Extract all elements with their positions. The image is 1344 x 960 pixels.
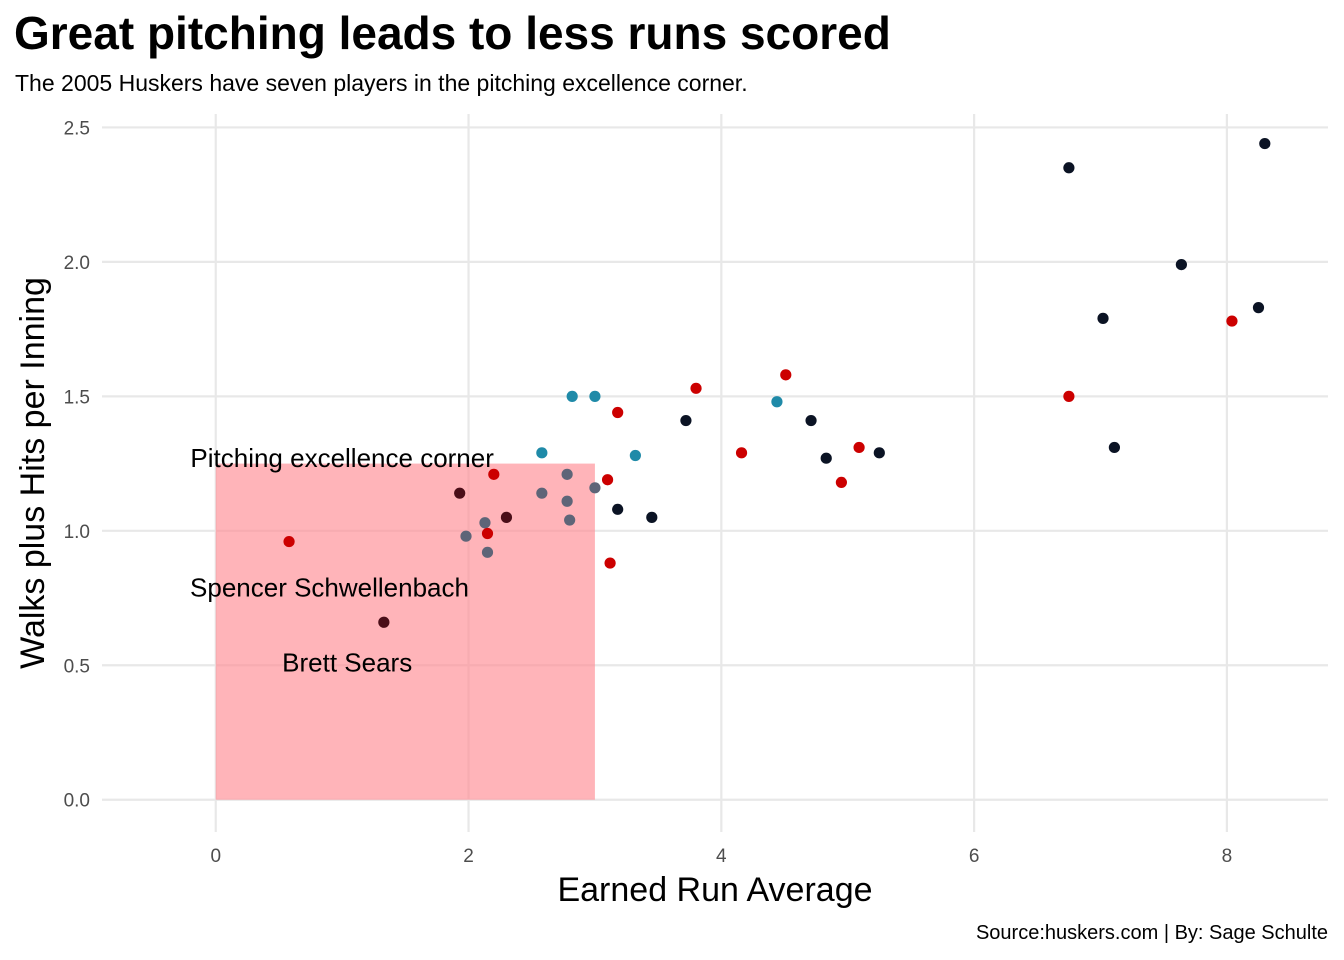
- y-tick-label: 2.0: [64, 253, 90, 274]
- data-point: [601, 474, 614, 486]
- data-point: [835, 476, 847, 489]
- data-point: [629, 449, 641, 462]
- data-point: [780, 369, 792, 381]
- chart-title: Great pitching leads to less runs scored: [14, 7, 891, 59]
- data-point: [536, 487, 548, 499]
- chart-subtitle: The 2005 Huskers have seven players in t…: [15, 70, 748, 96]
- data-point: [873, 447, 885, 459]
- data-point: [536, 447, 548, 459]
- data-point: [735, 447, 748, 459]
- data-point: [1226, 315, 1238, 327]
- y-tick-label: 1.5: [64, 387, 90, 408]
- data-point: [1063, 162, 1075, 174]
- data-point: [853, 441, 865, 454]
- data-point: [589, 482, 601, 494]
- data-point: [500, 511, 513, 523]
- data-point: [481, 546, 494, 558]
- data-point: [561, 495, 573, 507]
- x-tick-label: 8: [1222, 846, 1233, 867]
- data-point: [564, 514, 576, 526]
- data-point: [1252, 302, 1265, 314]
- data-point: [481, 527, 494, 540]
- data-point: [479, 517, 491, 529]
- data-point: [771, 396, 783, 408]
- data-point: [680, 414, 692, 427]
- data-point: [1175, 258, 1187, 271]
- annotations: Pitching excellence corner Spencer Schwel…: [190, 443, 494, 677]
- annotation-label: Pitching excellence corner: [190, 443, 494, 473]
- data-point: [604, 557, 616, 569]
- data-point: [454, 487, 466, 499]
- data-point: [805, 414, 817, 427]
- data-point: [1063, 390, 1075, 402]
- data-point: [690, 382, 702, 394]
- data-point: [283, 535, 295, 548]
- data-point: [1259, 137, 1271, 150]
- data-point: [612, 406, 624, 419]
- source-caption: Source:huskers.com | By: Sage Schulte: [975, 922, 1328, 944]
- data-point: [589, 390, 601, 402]
- data-point: [488, 468, 500, 480]
- data-point: [378, 616, 390, 628]
- annotation-label: Brett Sears: [282, 648, 412, 678]
- y-tick-label: 2.5: [64, 118, 90, 139]
- x-axis-title: Earned Run Average: [557, 871, 872, 909]
- y-axis-title: Walks plus Hits per Inning: [14, 277, 52, 669]
- data-point: [820, 452, 832, 464]
- annotation-label: Spencer Schwellenbach: [190, 572, 469, 602]
- x-tick-label: 2: [463, 846, 474, 867]
- data-point: [460, 530, 472, 542]
- data-point: [1108, 441, 1120, 454]
- data-point: [566, 390, 578, 402]
- data-point: [646, 511, 658, 523]
- data-point: [612, 503, 624, 515]
- data-points: [283, 137, 1271, 628]
- x-tick-label: 0: [210, 846, 221, 867]
- pitching-excellence-region: [215, 463, 595, 800]
- y-tick-label: 1.0: [64, 522, 90, 543]
- x-tick-label: 6: [969, 846, 980, 867]
- y-axis-ticks: 0.0 0.5 1.0 1.5 2.0 2.5: [64, 118, 90, 811]
- x-tick-label: 4: [716, 846, 727, 867]
- data-point: [561, 468, 573, 480]
- data-point: [1097, 312, 1109, 324]
- y-tick-label: 0.0: [64, 791, 90, 812]
- y-tick-label: 0.5: [64, 656, 90, 677]
- x-axis-ticks: 0 2 4 6 8: [210, 846, 1232, 867]
